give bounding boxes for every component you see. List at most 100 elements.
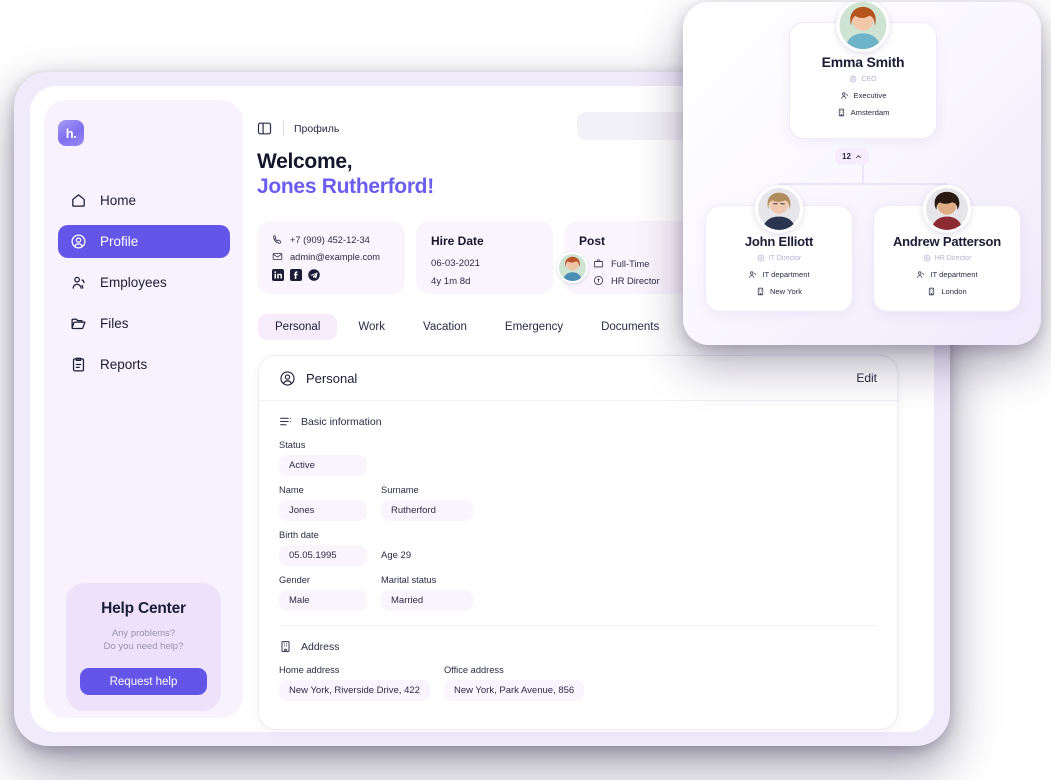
- name-label: Name: [279, 485, 304, 495]
- request-help-button[interactable]: Request help: [80, 668, 207, 695]
- org-location: London: [874, 287, 1020, 296]
- folder-icon: [70, 315, 87, 332]
- chevron-up-icon: [855, 153, 862, 160]
- org-role: HR Director: [874, 254, 1020, 262]
- status-value[interactable]: Active: [279, 455, 367, 476]
- social-links: [272, 268, 390, 281]
- org-card-root[interactable]: Emma Smith CEO Executive Amsterdam: [789, 2, 937, 139]
- org-location: New York: [706, 287, 852, 296]
- hire-date-card: Hire Date 06-03-2021 4y 1m 8d: [416, 221, 553, 294]
- tab-emergency[interactable]: Emergency: [504, 321, 564, 333]
- user-circle-icon: [70, 233, 87, 250]
- help-line-2: Do you need help?: [103, 641, 184, 652]
- org-role: IT Director: [706, 254, 852, 262]
- birth-date-value[interactable]: 05.05.1995: [279, 545, 367, 566]
- sidebar-item-files[interactable]: Files: [58, 307, 230, 340]
- org-role: CEO: [790, 75, 936, 83]
- org-location: Amsterdam: [790, 108, 936, 117]
- office-address-value[interactable]: New York, Park Avenue, 856: [443, 680, 585, 701]
- sidebar-item-label: Files: [100, 316, 129, 331]
- avatar: [923, 185, 971, 233]
- sidebar-item-label: Reports: [100, 357, 148, 372]
- linkedin-icon[interactable]: [272, 268, 284, 281]
- status-label: Status: [279, 440, 306, 450]
- status-field: Status Active: [279, 440, 367, 476]
- basic-information-section: Basic information Status Active Name Jon…: [259, 401, 897, 611]
- age-value: Age 29: [381, 550, 412, 561]
- address-title: Address: [301, 640, 340, 653]
- address-row: Home address New York, Riverside Drive, …: [279, 665, 877, 701]
- sidebar-item-label: Employees: [100, 275, 167, 290]
- sidebar-item-home[interactable]: Home: [58, 184, 230, 217]
- surname-value[interactable]: Rutherford: [381, 500, 473, 521]
- birth-field: Birth date 05.05.1995: [279, 530, 367, 566]
- hire-date-value: 06-03-2021: [431, 258, 481, 269]
- gender-label: Gender: [279, 575, 311, 585]
- topbar: Профиль: [256, 120, 339, 137]
- org-role-label: HR Director: [934, 254, 972, 262]
- name-value[interactable]: Jones: [279, 500, 367, 521]
- facebook-icon[interactable]: [290, 268, 302, 281]
- org-location-label: London: [941, 287, 967, 296]
- gender-value[interactable]: Male: [279, 590, 367, 611]
- marital-status-value[interactable]: Married: [381, 590, 473, 611]
- basic-information-title: Basic information: [301, 415, 382, 428]
- surname-label: Surname: [381, 485, 419, 495]
- sidebar-item-profile[interactable]: Profile: [58, 225, 230, 258]
- users-icon: [840, 91, 849, 100]
- tab-documents[interactable]: Documents: [601, 321, 660, 333]
- post-title: Post: [579, 234, 606, 248]
- sidebar-item-employees[interactable]: Employees: [58, 266, 230, 299]
- phone-icon: [272, 234, 283, 245]
- edit-button[interactable]: Edit: [856, 371, 877, 385]
- home-address-value[interactable]: New York, Riverside Drive, 422: [279, 680, 430, 701]
- org-children-count-toggle[interactable]: 12: [835, 148, 869, 165]
- org-children-count: 12: [842, 152, 851, 161]
- org-name: John Elliott: [744, 234, 814, 249]
- building-icon: [837, 108, 846, 117]
- sidebar-item-label: Home: [100, 193, 137, 208]
- sidebar-toggle-icon[interactable]: [256, 120, 273, 137]
- age-field: Age 29: [381, 530, 411, 566]
- hire-tenure-value: 4y 1m 8d: [431, 276, 471, 287]
- post-employment-value: Full-Time: [611, 258, 650, 269]
- user-circle-icon: [279, 370, 296, 387]
- telegram-icon[interactable]: [308, 268, 320, 281]
- sidebar-item-reports[interactable]: Reports: [58, 348, 230, 381]
- home-icon: [70, 192, 87, 209]
- welcome-line-2: Jones Rutherford!: [257, 175, 434, 198]
- org-chart-panel: Emma Smith CEO Executive Amsterdam 12 Jo…: [683, 2, 1041, 345]
- org-name: Emma Smith: [821, 54, 905, 70]
- name-row: Name Jones Surname Rutherford: [279, 485, 877, 521]
- age-spacer: [381, 530, 411, 540]
- email-row: admin@example.com: [272, 251, 390, 262]
- building-icon: [756, 287, 765, 296]
- org-department-label: Executive: [853, 91, 887, 100]
- tab-vacation[interactable]: Vacation: [423, 321, 467, 333]
- tab-work[interactable]: Work: [358, 321, 386, 333]
- org-card-child-2[interactable]: Andrew Patterson HR Director IT departme…: [873, 185, 1021, 312]
- org-card-child-1[interactable]: John Elliott IT Director IT department N…: [705, 185, 853, 312]
- panel-header: Personal Edit: [259, 356, 897, 401]
- tab-personal[interactable]: Personal: [258, 314, 338, 340]
- badge-icon: [593, 275, 604, 286]
- building-icon: [927, 287, 936, 296]
- users-icon: [916, 270, 925, 279]
- post-card: Post Full-Time HR Director: [564, 221, 701, 294]
- gender-field: Gender Male: [279, 575, 367, 611]
- basic-information-header: Basic information: [279, 415, 877, 428]
- badge-icon: [923, 254, 931, 262]
- clipboard-icon: [70, 356, 87, 373]
- post-employment-row: Full-Time: [579, 258, 686, 269]
- birth-row: Birth date 05.05.1995 Age 29: [279, 530, 877, 566]
- org-name: Andrew Patterson: [892, 234, 1002, 249]
- help-line-1: Any problems?: [111, 628, 176, 639]
- org-department-label: IT department: [930, 270, 978, 279]
- app-logo[interactable]: h.: [58, 120, 84, 146]
- office-address-field: Office address New York, Park Avenue, 85…: [443, 665, 585, 701]
- section-divider: [279, 625, 877, 626]
- post-role-value: HR Director: [611, 275, 660, 286]
- hire-date-title: Hire Date: [431, 234, 484, 248]
- users-icon: [70, 274, 87, 291]
- home-address-field: Home address New York, Riverside Drive, …: [279, 665, 430, 701]
